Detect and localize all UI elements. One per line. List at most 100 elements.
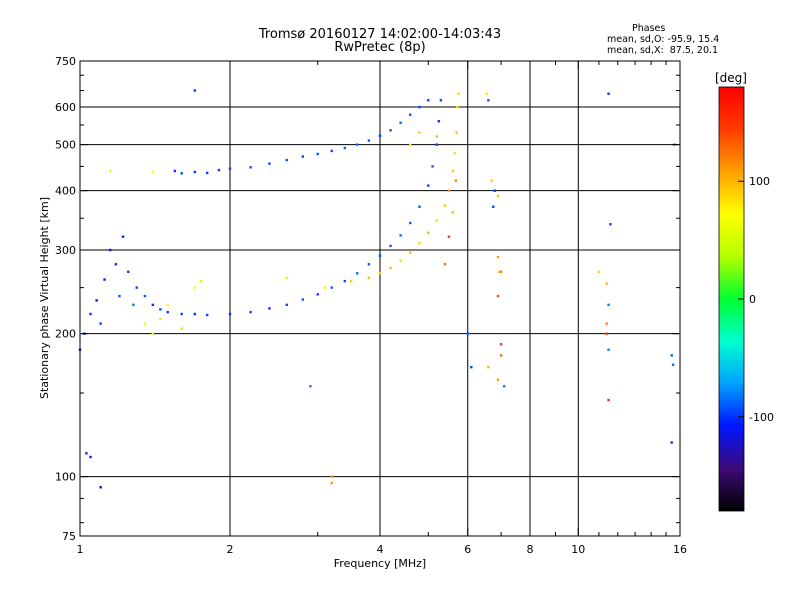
y-tick-label: 100 <box>55 471 76 484</box>
y-tick-label: 400 <box>55 185 76 198</box>
data-point <box>228 312 232 316</box>
data-point <box>409 221 412 225</box>
data-point <box>502 385 506 388</box>
y-axis-ticks: 75 100 200 300 400 500 600 750 <box>55 55 680 543</box>
colorbar-tick-label: -100 <box>749 411 774 424</box>
data-point <box>499 343 503 346</box>
data-point <box>367 263 371 266</box>
data-point <box>118 294 121 298</box>
data-point <box>453 151 456 155</box>
y-tick-label: 200 <box>55 328 76 341</box>
data-point <box>132 303 135 307</box>
data-point <box>89 455 92 459</box>
data-point <box>378 134 382 137</box>
phases-mean-x: mean, sd,X: 87.5, 20.1 <box>607 45 719 56</box>
data-point <box>205 313 209 317</box>
x-tick-label: 4 <box>377 543 384 556</box>
data-point <box>470 365 473 369</box>
data-point <box>399 234 402 237</box>
data-point <box>121 235 125 238</box>
data-point <box>127 270 130 273</box>
data-point <box>607 92 610 95</box>
data-point <box>151 170 155 174</box>
data-point <box>487 99 490 102</box>
data-point <box>499 270 503 273</box>
data-point <box>103 278 106 281</box>
data-point <box>355 272 359 275</box>
data-point <box>343 279 347 283</box>
x-tick-label: 8 <box>527 543 534 556</box>
data-point <box>427 99 430 102</box>
data-point <box>180 172 183 175</box>
y-tick-label: 500 <box>55 139 76 152</box>
data-point <box>309 385 312 388</box>
data-point <box>151 332 155 335</box>
data-point <box>496 194 500 198</box>
data-point <box>180 327 183 330</box>
data-point <box>492 205 495 208</box>
data-point <box>193 286 197 289</box>
data-point <box>143 322 147 325</box>
data-point <box>249 166 252 169</box>
data-point <box>487 365 490 369</box>
data-point <box>418 205 421 208</box>
data-point <box>180 312 183 316</box>
data-point <box>159 308 162 311</box>
data-point <box>457 92 460 95</box>
data-point <box>485 92 488 95</box>
data-point <box>228 167 232 170</box>
data-point <box>205 171 209 175</box>
data-point <box>418 131 421 134</box>
data-point <box>451 169 455 173</box>
data-point <box>499 354 503 357</box>
data-point <box>330 149 333 153</box>
data-point <box>349 279 353 283</box>
phases-mean-o: mean, sd,O: -95.9, 15.4 <box>607 34 720 45</box>
phases-heading: Phases <box>632 23 666 34</box>
data-point <box>456 105 459 109</box>
data-point <box>437 120 441 123</box>
data-point <box>330 286 333 289</box>
data-point <box>399 259 402 262</box>
data-point <box>607 398 610 402</box>
data-point <box>443 204 447 207</box>
data-point <box>418 105 421 109</box>
data-point <box>301 298 305 301</box>
data-point <box>151 303 155 307</box>
data-point <box>285 276 288 280</box>
data-point <box>490 179 493 182</box>
data-point <box>89 312 92 316</box>
x-axis-label: Frequency [MHz] <box>334 557 426 570</box>
chart-title: Tromsø 20160127 14:02:00-14:03:43 <box>258 27 502 42</box>
y-axis-label: Stationary phase Virtual Height [km] <box>38 197 51 399</box>
data-point <box>496 378 500 381</box>
colorbar-tick-label: 100 <box>749 175 770 188</box>
data-point <box>249 310 252 314</box>
data-point <box>670 441 673 444</box>
x-tick-label: 2 <box>227 543 234 556</box>
data-point <box>355 143 359 146</box>
data-point <box>418 242 421 245</box>
y-tick-label: 750 <box>55 55 76 68</box>
y-tick-label: 600 <box>55 101 76 114</box>
x-axis-ticks: 1 2 4 6 8 10 16 <box>77 61 687 556</box>
x-tick-label: 6 <box>464 543 471 556</box>
data-point <box>466 332 469 335</box>
data-point <box>447 189 451 192</box>
data-point <box>378 254 382 257</box>
data-point <box>143 294 147 298</box>
data-point <box>99 322 102 325</box>
data-point <box>605 282 608 285</box>
y-tick-label: 75 <box>62 530 76 543</box>
data-point <box>443 263 447 266</box>
data-point <box>193 312 197 316</box>
data-point <box>330 481 333 485</box>
data-point <box>435 135 438 138</box>
data-point <box>597 270 601 273</box>
data-point <box>455 131 458 134</box>
data-point <box>301 155 305 158</box>
data-point <box>389 244 392 248</box>
data-point <box>431 165 434 168</box>
data-point <box>193 170 197 174</box>
data-point <box>316 293 319 296</box>
